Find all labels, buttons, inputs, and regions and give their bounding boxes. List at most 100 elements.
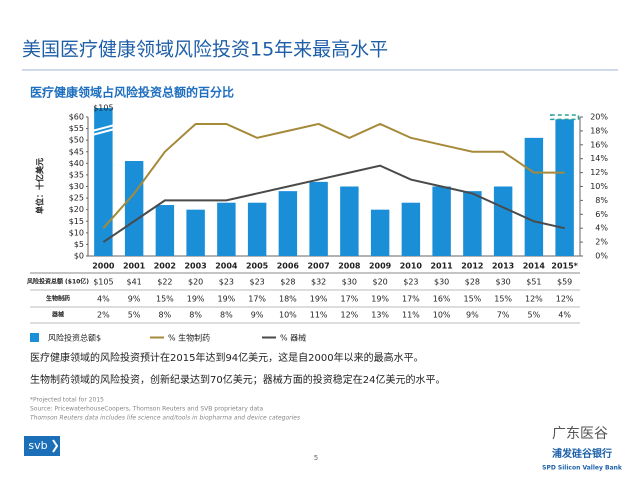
line: [102, 164, 565, 243]
x-tick-label: 2012: [461, 262, 483, 271]
y2-tick-label: 20%: [590, 113, 608, 122]
x-tick-label: 2007: [307, 262, 329, 271]
y-tick-label: $15: [69, 217, 84, 226]
bar: [340, 186, 359, 256]
table-cell: $20: [372, 278, 387, 287]
table-cell: 16%: [433, 295, 451, 304]
bar: [524, 137, 544, 256]
table-cell: $23: [403, 278, 418, 287]
table-cell: 18%: [279, 295, 297, 304]
page-number: 5: [314, 454, 318, 462]
table-cell: $30: [434, 278, 449, 287]
table-cell: 15%: [494, 295, 512, 304]
table-row-label: 风险投资总额 ($10亿): [27, 278, 89, 286]
table-cell: 19%: [310, 295, 328, 304]
table-cell: 11%: [310, 311, 328, 320]
y2-tick-label: 16%: [590, 140, 608, 149]
line: [102, 122, 565, 229]
table-cell: 5%: [528, 311, 541, 320]
y2-tick-label: 6%: [595, 210, 608, 219]
x-tick-label: 2003: [184, 262, 206, 271]
table-cell: $30: [342, 278, 357, 287]
table-cell: 2%: [97, 311, 110, 320]
x-tick-label: 2001: [123, 262, 146, 271]
x-tick-label: 2000: [92, 262, 115, 271]
x-tick-label: 2014: [523, 262, 546, 271]
y-tick-label: $60: [69, 113, 84, 122]
bar: [217, 202, 236, 256]
bar: [124, 161, 144, 256]
y2-tick-label: 2%: [595, 238, 608, 247]
bar: [94, 108, 113, 256]
table-cell: $23: [219, 278, 234, 287]
table-cell: $20: [188, 278, 203, 287]
x-tick-label: 2006: [277, 262, 300, 271]
table-cell: $28: [280, 278, 295, 287]
bar: [463, 191, 482, 256]
projection-box: [550, 114, 580, 121]
bar: [401, 202, 421, 256]
table-cell: $30: [495, 278, 510, 287]
table-cell: 5%: [128, 311, 141, 320]
table-cell: 9%: [466, 311, 479, 320]
x-tick-label: 2015*: [551, 262, 578, 271]
table-cell: 10%: [279, 311, 297, 320]
y2-tick-label: 4%: [595, 224, 608, 233]
watermark: 广东医谷: [552, 426, 608, 442]
table-cell: 19%: [187, 295, 205, 304]
y-tick-label: $40: [69, 159, 84, 168]
logo-chevron: [52, 439, 59, 453]
table-cell: 8%: [220, 311, 233, 320]
y-tick-label: $0: [74, 252, 84, 261]
table-cell: 17%: [248, 295, 266, 304]
x-tick-label: 2002: [154, 262, 176, 271]
bar: [155, 205, 175, 256]
plot: [94, 108, 574, 256]
x-tick-label: 2011: [430, 262, 453, 271]
table-cell: 15%: [156, 295, 174, 304]
legend-label: % 器械: [280, 333, 306, 343]
table-cell: $41: [126, 278, 141, 287]
table-cell: 10%: [433, 311, 451, 320]
table-row-label: 器械: [51, 311, 64, 319]
footnote: Thomson Reuters data includes life scien…: [30, 415, 300, 422]
y-tick-label: $10: [69, 228, 84, 237]
table-cell: $32: [311, 278, 326, 287]
footnote: *Projected total for 2015: [30, 397, 104, 404]
slide-title: 美国医疗健康领域风险投资15年来最高水平: [22, 39, 388, 61]
bar: [432, 186, 451, 256]
x-tick-label: 2005: [246, 262, 269, 271]
y-tick-label: $55: [69, 124, 84, 133]
x-tick-label: 2010: [400, 262, 423, 271]
y2-tick-label: 18%: [590, 126, 608, 135]
footnote: Source: PricewaterhouseCoopers, Thomson …: [30, 406, 263, 413]
table-cell: 15%: [463, 295, 481, 304]
bar: [278, 191, 298, 256]
logo-box: [24, 436, 60, 456]
y2-tick-label: 12%: [590, 168, 608, 177]
table-cell: $23: [249, 278, 264, 287]
y-axis-label: 单位：十亿美元: [35, 158, 45, 214]
table-cell: 13%: [371, 311, 389, 320]
bar: [309, 181, 328, 256]
y-tick-label: $30: [69, 182, 84, 191]
y-tick-label: $45: [69, 147, 84, 156]
bar: [555, 119, 574, 256]
legend-label: % 生物制药: [168, 333, 210, 343]
table-cell: 17%: [402, 295, 420, 304]
axis-break: [91, 124, 115, 136]
table-cell: 19%: [217, 295, 235, 304]
table-cell: 11%: [402, 311, 420, 320]
table-cell: 19%: [371, 295, 389, 304]
y-tick-label: $5: [74, 240, 84, 249]
legend-label: 风险投资总额$: [48, 333, 101, 343]
note: 生物制药领域的风险投资，创新纪录达到70亿美元；器械方面的投资稳定在24亿美元的…: [30, 373, 445, 386]
x-tick-label: 2009: [369, 262, 392, 271]
table-cell: 9%: [251, 311, 264, 320]
bar-label: $105: [93, 104, 113, 113]
y2-tick-label: 10%: [590, 182, 608, 191]
bank-name-cn: 浦发硅谷银行: [552, 447, 612, 460]
bank-name-en: SPD Silicon Valley Bank: [542, 465, 623, 472]
table-row-label: 生物制药: [46, 295, 70, 303]
